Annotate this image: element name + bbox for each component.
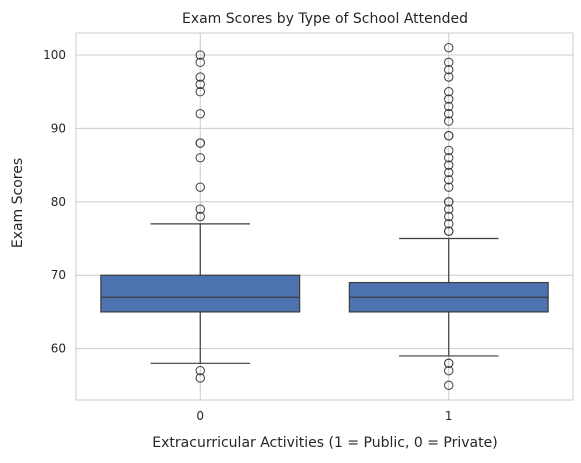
chart-title: Exam Scores by Type of School Attended <box>182 11 468 27</box>
outlier-point <box>444 211 454 222</box>
y-axis-label: Exam Scores <box>10 158 26 248</box>
outlier-point <box>444 204 454 214</box>
plot-frame <box>75 32 574 401</box>
outlier-point <box>444 219 454 229</box>
y-tick-label: 90 <box>51 121 66 135</box>
y-tick-label: 70 <box>51 268 66 282</box>
outlier-point <box>195 50 205 60</box>
outlier-point <box>444 358 454 368</box>
outlier-point <box>444 42 454 53</box>
outlier-point <box>444 65 454 75</box>
outlier-point <box>444 116 454 126</box>
outlier-point <box>195 365 205 376</box>
outlier-point <box>195 204 205 214</box>
box-iqr <box>100 274 301 313</box>
x-tick-label: 0 <box>196 409 204 423</box>
y-tick-label: 60 <box>51 342 66 356</box>
outlier-point <box>444 94 454 104</box>
y-tick-label: 100 <box>43 48 66 62</box>
outlier-point <box>444 109 454 119</box>
outlier-point <box>195 211 205 222</box>
outlier-point <box>444 167 454 178</box>
plot-area: 60 70 80 90 100 0 1 <box>43 32 574 423</box>
outlier-point <box>444 87 454 97</box>
x-axis-label: Extracurricular Activities (1 = Public, … <box>152 435 497 451</box>
x-tick-label: 1 <box>445 409 453 423</box>
outlier-point <box>444 57 454 68</box>
outlier-point <box>195 109 205 119</box>
outlier-point <box>444 182 454 192</box>
outlier-point <box>195 79 205 90</box>
outlier-point <box>195 72 205 82</box>
outlier-point <box>444 197 454 207</box>
outlier-point <box>195 182 205 192</box>
outlier-point <box>444 226 454 236</box>
outlier-point <box>195 57 205 68</box>
outlier-point <box>444 365 454 376</box>
y-tick-label: 80 <box>51 195 66 209</box>
outlier-point <box>444 160 454 170</box>
outlier-point <box>444 131 454 141</box>
outlier-point <box>195 153 205 163</box>
outlier-point <box>444 175 454 185</box>
outlier-point <box>195 87 205 97</box>
outlier-point <box>444 101 454 112</box>
outlier-point <box>444 380 454 391</box>
outlier-point <box>444 145 454 156</box>
outlier-point <box>195 373 205 383</box>
outlier-point <box>444 72 454 82</box>
outlier-point <box>444 153 454 163</box>
outlier-point <box>195 138 205 148</box>
